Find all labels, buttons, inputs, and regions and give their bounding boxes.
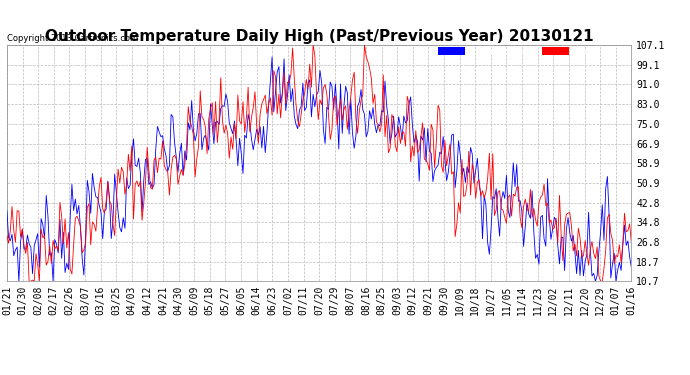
Legend: Previous  (°F), Past  (°F): Previous (°F), Past (°F) [437, 45, 627, 57]
Text: Copyright 2013 Cartronics.com: Copyright 2013 Cartronics.com [7, 34, 138, 43]
Title: Outdoor Temperature Daily High (Past/Previous Year) 20130121: Outdoor Temperature Daily High (Past/Pre… [45, 29, 593, 44]
